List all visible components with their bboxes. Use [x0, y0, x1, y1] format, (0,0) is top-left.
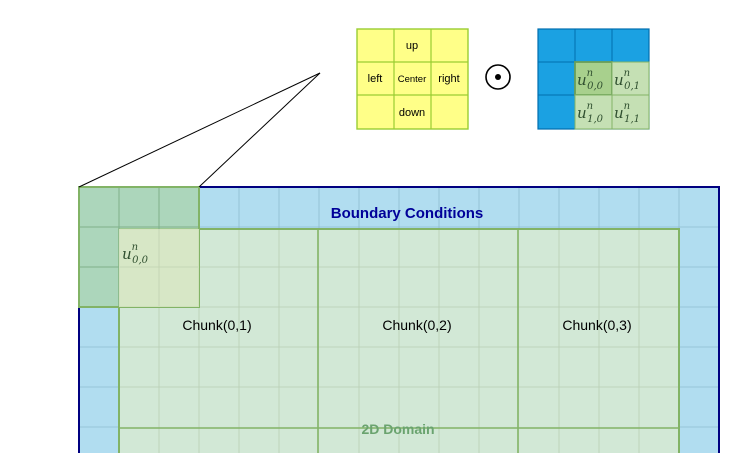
stencil-left: left — [368, 73, 383, 85]
local-cell-1-1 — [611, 94, 650, 130]
stencil-down: down — [399, 107, 425, 119]
local-cell-0-1 — [611, 61, 650, 96]
zoom-callout-lines — [78, 72, 321, 188]
local-cell-label-1-1: un 1,1 — [614, 101, 640, 125]
local-cell-1-0 — [574, 94, 613, 130]
corner-chunk: un 0,0 — [78, 186, 200, 308]
stencil-up: up — [406, 40, 418, 52]
domain-label: 2D Domain — [361, 421, 434, 437]
chunk-dividers — [119, 229, 679, 453]
boundary-conditions-label: Boundary Conditions — [331, 205, 484, 222]
hadamard-operator-icon — [485, 64, 511, 90]
chunk-label-0-1: Chunk(0,1) — [182, 317, 251, 333]
local-cell-label-0-0: un 0,0 — [577, 68, 604, 92]
local-cell-label-1-0: un 1,0 — [577, 101, 604, 125]
local-block: un 0,0 un 0,1 un 1,0 un 1,1 — [537, 28, 650, 130]
stencil-grid: up left Center right down — [356, 28, 469, 130]
corner-cell-label: un 0,0 — [122, 242, 149, 266]
stencil-center: Center — [398, 74, 427, 85]
local-cell-label-0-1: un 0,1 — [614, 68, 640, 92]
chunk-label-0-3: Chunk(0,3) — [562, 317, 631, 333]
stencil-right: right — [438, 73, 459, 85]
computational-domain: un 0,0 Boundary Conditions Chunk(0,1) Chu… — [78, 186, 720, 453]
chunk-label-0-2: Chunk(0,2) — [382, 317, 451, 333]
